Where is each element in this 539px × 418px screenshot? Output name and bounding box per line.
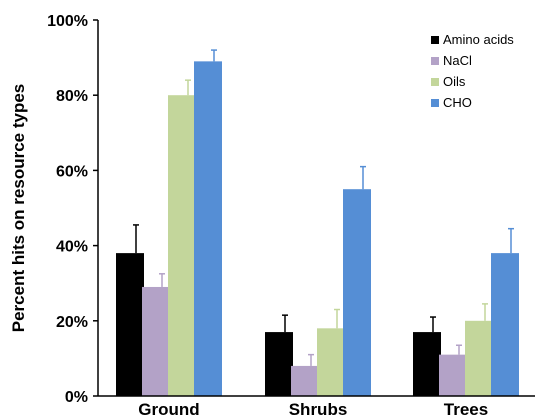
y-tick-label: 20%: [56, 314, 88, 331]
bar: [343, 189, 371, 396]
legend-label: NaCl: [443, 53, 472, 68]
bars: [116, 61, 519, 397]
legend-label: Oils: [443, 74, 466, 89]
x-tick-label: Trees: [444, 400, 488, 418]
x-axis: Ground Shrubs Trees: [98, 395, 535, 418]
bar: [265, 332, 293, 396]
y-tick-label: 100%: [47, 13, 88, 30]
legend-label: CHO: [443, 95, 472, 110]
bar: [194, 61, 222, 397]
legend-swatch: [431, 99, 439, 107]
y-tick-label: 40%: [56, 239, 88, 256]
legend-swatch: [431, 36, 439, 44]
y-tick-label: 80%: [56, 88, 88, 105]
legend-swatch: [431, 78, 439, 86]
legend-swatch: [431, 57, 439, 65]
y-tick-label: 60%: [56, 163, 88, 180]
legend: Amino acids NaCl Oils CHO: [431, 32, 514, 110]
y-axis: 0% 20% 40% 60% 80% 100%: [47, 13, 99, 406]
bar: [413, 332, 441, 396]
y-tick-label: 0%: [65, 389, 88, 406]
bar: [168, 95, 196, 396]
bar: [116, 253, 144, 396]
bar: [317, 328, 345, 396]
legend-label: Amino acids: [443, 32, 514, 47]
bar: [465, 320, 493, 396]
bar: [439, 354, 467, 396]
x-tick-label: Shrubs: [289, 400, 348, 418]
x-tick-label: Ground: [138, 400, 199, 418]
bar: [142, 286, 170, 396]
bar: [291, 365, 319, 396]
error-bars: [133, 49, 514, 366]
bar: [491, 253, 519, 396]
y-axis-title: Percent hits on resource types: [9, 84, 28, 332]
